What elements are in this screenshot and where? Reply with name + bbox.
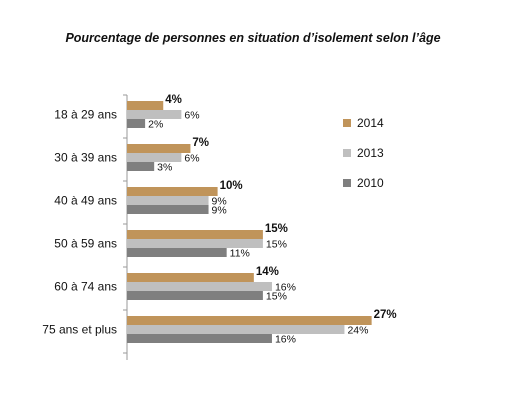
bar-2014: [127, 230, 263, 239]
legend-swatch-2010: [343, 179, 351, 187]
bar-2014: [127, 316, 372, 325]
bar-2014: [127, 187, 218, 196]
legend-label-2013: 2013: [357, 146, 384, 160]
data-label-2013: 6%: [184, 110, 199, 122]
data-label-2013: 24%: [347, 325, 368, 337]
bar-2013: [127, 110, 182, 119]
data-label-2014: 4%: [165, 94, 182, 106]
data-label-2014: 10%: [220, 180, 243, 192]
data-label-2013: 9%: [212, 196, 227, 208]
data-label-2010: 15%: [266, 291, 287, 303]
legend-label-2010: 2010: [357, 176, 384, 190]
data-label-2010: 2%: [148, 119, 163, 131]
data-label-2010: 11%: [230, 248, 250, 260]
bar-2013: [127, 196, 209, 205]
data-label-2014: 14%: [256, 266, 279, 278]
bar-2013: [127, 239, 263, 248]
chart-title: Pourcentage de personnes en situation d’…: [65, 31, 441, 45]
bar-2013: [127, 153, 182, 162]
data-label-2010: 9%: [212, 205, 227, 217]
data-label-2013: 6%: [184, 153, 199, 165]
bar-2010: [127, 248, 227, 257]
data-label-2013: 16%: [275, 282, 296, 294]
bar-2010: [127, 119, 146, 128]
bar-2010: [127, 334, 272, 343]
data-label-2014: 15%: [265, 223, 288, 235]
data-label-2010: 3%: [157, 162, 172, 174]
data-label-2014: 7%: [192, 137, 209, 149]
bar-2010: [127, 162, 155, 171]
category-label: 50 à 59 ans: [54, 237, 117, 251]
legend-label-2014: 2014: [357, 116, 384, 130]
legend-swatch-2014: [343, 119, 351, 127]
category-label: 75 ans et plus: [42, 323, 117, 337]
data-label-2010: 16%: [275, 334, 296, 346]
bar-2014: [127, 273, 254, 282]
data-label-2013: 15%: [266, 239, 287, 251]
legend-swatch-2013: [343, 149, 351, 157]
data-label-2014: 27%: [374, 309, 397, 321]
category-label: 18 à 29 ans: [54, 108, 117, 122]
bar-2014: [127, 144, 191, 153]
category-label: 40 à 49 ans: [54, 194, 117, 208]
bar-2010: [127, 205, 209, 214]
bar-2013: [127, 325, 345, 334]
bar-2010: [127, 291, 263, 300]
bar-2013: [127, 282, 272, 291]
category-label: 60 à 74 ans: [54, 280, 117, 294]
bar-2014: [127, 101, 164, 110]
category-label: 30 à 39 ans: [54, 151, 117, 165]
